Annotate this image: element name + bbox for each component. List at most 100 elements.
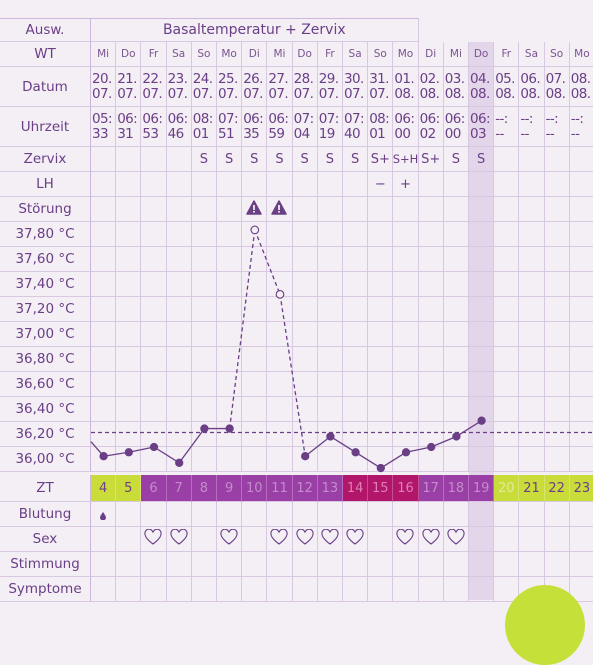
zervix-cell[interactable]	[569, 147, 593, 172]
zervix-cell[interactable]	[494, 147, 520, 172]
temp-grid-cell[interactable]	[443, 422, 469, 447]
zervix-cell[interactable]	[519, 147, 545, 172]
blutung-cell[interactable]	[544, 502, 570, 527]
stimmung-cell[interactable]	[242, 552, 268, 577]
temp-grid-cell[interactable]	[343, 297, 369, 322]
lh-cell[interactable]: −	[368, 172, 394, 197]
temp-grid-cell[interactable]	[494, 247, 520, 272]
temp-grid-cell[interactable]	[569, 247, 593, 272]
blutung-cell[interactable]	[418, 502, 444, 527]
temp-grid-cell[interactable]	[242, 422, 268, 447]
temp-grid-cell[interactable]	[292, 347, 318, 372]
symptome-cell[interactable]	[443, 577, 469, 602]
temp-grid-cell[interactable]	[569, 397, 593, 422]
sex-cell[interactable]	[292, 527, 318, 552]
temp-grid-cell[interactable]	[317, 372, 343, 397]
temp-grid-cell[interactable]	[317, 322, 343, 347]
stimmung-cell[interactable]	[267, 552, 293, 577]
temp-grid-cell[interactable]	[292, 322, 318, 347]
temp-grid-cell[interactable]	[141, 222, 167, 247]
temp-grid-cell[interactable]	[292, 422, 318, 447]
temp-grid-cell[interactable]	[317, 247, 343, 272]
temp-grid-cell[interactable]	[418, 297, 444, 322]
sex-cell[interactable]	[242, 527, 268, 552]
temp-grid-cell[interactable]	[317, 272, 343, 297]
zervix-cell[interactable]: S	[443, 147, 469, 172]
sex-cell[interactable]	[343, 527, 369, 552]
cycle-day-cell[interactable]: 7	[166, 475, 192, 502]
time-cell[interactable]: --: --	[569, 107, 593, 147]
weekday-cell[interactable]: Di	[418, 42, 444, 67]
temp-grid-cell[interactable]	[267, 447, 293, 472]
date-cell[interactable]: 07. 08.	[544, 67, 570, 107]
weekday-cell[interactable]: Fr	[494, 42, 520, 67]
lh-cell[interactable]	[91, 172, 117, 197]
blutung-cell[interactable]	[166, 502, 192, 527]
temp-grid-cell[interactable]	[393, 347, 419, 372]
lh-cell[interactable]	[217, 172, 243, 197]
zervix-cell[interactable]: S	[317, 147, 343, 172]
date-cell[interactable]: 21. 07.	[116, 67, 142, 107]
temp-grid-cell[interactable]	[91, 422, 117, 447]
date-cell[interactable]: 20. 07.	[91, 67, 117, 107]
lh-cell[interactable]	[418, 172, 444, 197]
zervix-cell[interactable]	[91, 147, 117, 172]
time-cell[interactable]: 07: 40	[343, 107, 369, 147]
temp-grid-cell[interactable]	[166, 422, 192, 447]
temp-grid-cell[interactable]	[368, 322, 394, 347]
temp-grid-cell[interactable]	[443, 447, 469, 472]
temp-grid-cell[interactable]	[343, 322, 369, 347]
lh-cell[interactable]	[494, 172, 520, 197]
temp-grid-cell[interactable]	[343, 397, 369, 422]
date-cell[interactable]: 05. 08.	[494, 67, 520, 107]
temp-grid-cell[interactable]	[242, 397, 268, 422]
temp-grid-cell[interactable]	[116, 447, 142, 472]
blutung-cell[interactable]	[141, 502, 167, 527]
lh-cell[interactable]	[267, 172, 293, 197]
temp-grid-cell[interactable]	[393, 447, 419, 472]
add-entry-button[interactable]	[505, 585, 585, 665]
stimmung-cell[interactable]	[191, 552, 217, 577]
temp-grid-cell[interactable]	[343, 447, 369, 472]
temp-grid-cell[interactable]	[393, 397, 419, 422]
stimmung-cell[interactable]	[393, 552, 419, 577]
temp-grid-cell[interactable]	[443, 247, 469, 272]
sex-cell[interactable]	[494, 527, 520, 552]
stimmung-cell[interactable]	[317, 552, 343, 577]
cycle-day-cell[interactable]: 21	[519, 475, 545, 502]
temp-grid-cell[interactable]	[519, 222, 545, 247]
cycle-day-cell[interactable]: 5	[116, 475, 142, 502]
date-cell[interactable]: 08. 08.	[569, 67, 593, 107]
temp-grid-cell[interactable]	[242, 272, 268, 297]
stoerung-cell[interactable]	[519, 197, 545, 222]
blutung-cell[interactable]	[242, 502, 268, 527]
temp-grid-cell[interactable]	[569, 322, 593, 347]
temp-grid-cell[interactable]	[393, 322, 419, 347]
temp-grid-cell[interactable]	[343, 422, 369, 447]
temp-grid-cell[interactable]	[191, 347, 217, 372]
lh-cell[interactable]	[242, 172, 268, 197]
date-cell[interactable]: 22. 07.	[141, 67, 167, 107]
sex-cell[interactable]	[166, 527, 192, 552]
blutung-cell[interactable]	[393, 502, 419, 527]
sex-cell[interactable]	[393, 527, 419, 552]
date-cell[interactable]: 23. 07.	[166, 67, 192, 107]
weekday-cell[interactable]: Do	[116, 42, 142, 67]
blutung-cell[interactable]	[267, 502, 293, 527]
stoerung-cell[interactable]	[242, 197, 268, 222]
temp-grid-cell[interactable]	[242, 322, 268, 347]
weekday-cell[interactable]: Mo	[569, 42, 593, 67]
temp-grid-cell[interactable]	[292, 222, 318, 247]
cycle-day-cell[interactable]: 6	[141, 475, 167, 502]
temp-grid-cell[interactable]	[469, 247, 495, 272]
lh-cell[interactable]	[292, 172, 318, 197]
temp-grid-cell[interactable]	[519, 322, 545, 347]
temp-grid-cell[interactable]	[267, 272, 293, 297]
sex-cell[interactable]	[544, 527, 570, 552]
temp-grid-cell[interactable]	[242, 372, 268, 397]
sex-cell[interactable]	[569, 527, 593, 552]
temp-grid-cell[interactable]	[519, 447, 545, 472]
temp-grid-cell[interactable]	[191, 322, 217, 347]
time-cell[interactable]: 06: 03	[469, 107, 495, 147]
temp-grid-cell[interactable]	[317, 222, 343, 247]
